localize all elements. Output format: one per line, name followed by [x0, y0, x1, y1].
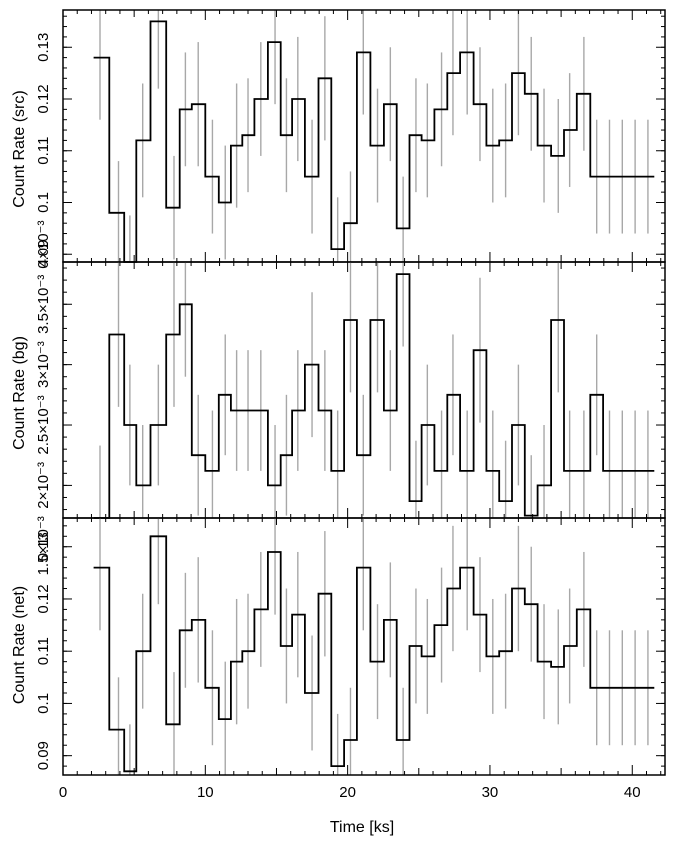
frame-bg — [62, 261, 666, 519]
xtick-label-4: 40 — [624, 784, 641, 801]
ytick-label-bg-3: 3×10⁻³ — [35, 341, 52, 388]
ylabel-net: Count Rate (net) — [11, 586, 28, 704]
xtick-label-0: 0 — [59, 784, 67, 801]
xlabel-time: Time [ks] — [330, 819, 394, 836]
series-step-src — [93, 20, 655, 263]
ytick-label-net-1: 0.1 — [35, 693, 52, 714]
series-step-net — [93, 535, 655, 773]
panel-bg: Count Rate (bg) 1.5×10⁻³ 2×10⁻³ 2.5×10⁻³ 3×… — [11, 221, 666, 575]
ytick-label-bg-2: 2.5×10⁻³ — [35, 395, 52, 454]
ytick-label-src-4: 0.13 — [35, 33, 52, 62]
ytick-label-net-0: 0.09 — [35, 741, 52, 770]
ytick-label-src-0: 0.09 — [35, 240, 52, 269]
ytick-label-bg-5: 4×10⁻³ — [35, 221, 52, 268]
panel-net: Count Rate (net) 0.09 0.1 0.11 0.12 0.13 0 10 2… — [11, 517, 666, 801]
ytick-label-net-2: 0.11 — [35, 637, 52, 665]
ytick-label-src-3: 0.12 — [35, 84, 52, 113]
frame-src — [62, 9, 666, 263]
ytick-label-bg-0: 1.5×10⁻³ — [35, 516, 52, 575]
xtick-label-2: 20 — [339, 784, 356, 801]
xtick-label-3: 30 — [482, 784, 499, 801]
ylabel-src: Count Rate (src) — [11, 90, 28, 207]
ytick-label-net-3: 0.12 — [35, 584, 52, 613]
ytick-label-bg-1: 2×10⁻³ — [35, 462, 52, 509]
ylabel-bg: Count Rate (bg) — [11, 336, 28, 450]
ytick-label-src-2: 0.11 — [35, 137, 52, 165]
frame-net — [62, 517, 666, 776]
ytick-label-bg-4: 3.5×10⁻³ — [35, 275, 52, 334]
series-step-bg — [93, 273, 655, 519]
ytick-label-src-1: 0.1 — [35, 192, 52, 213]
panel-src: Count Rate (src) 0.09 0.1 0.11 0.12 0.13 — [11, 9, 666, 269]
ytick-label-net-4: 0.13 — [35, 532, 52, 561]
xtick-label-1: 10 — [197, 784, 214, 801]
